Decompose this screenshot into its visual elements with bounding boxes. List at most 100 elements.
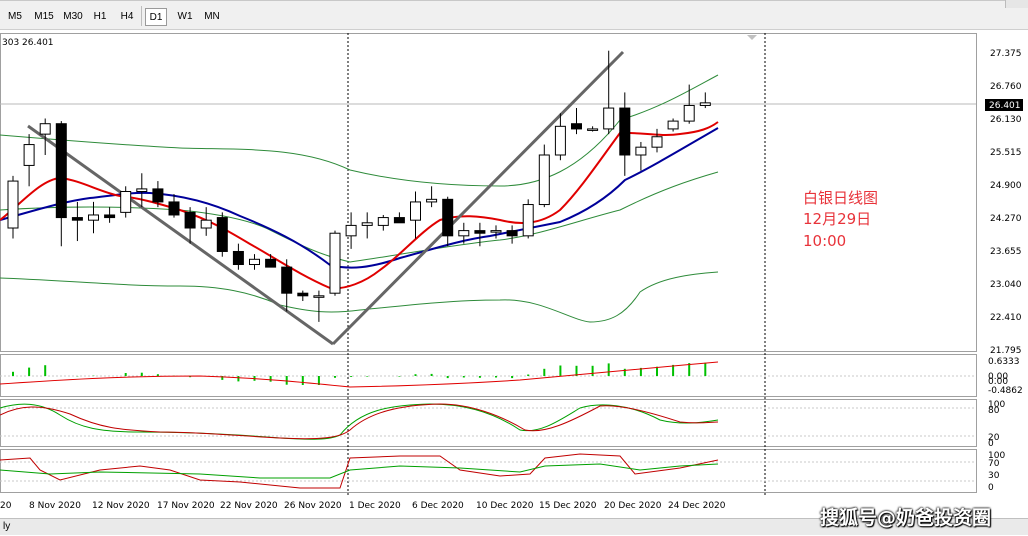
indicator2-panel-border: [0, 399, 977, 447]
candle-bull[interactable]: [587, 128, 599, 131]
candle-bear[interactable]: [393, 217, 405, 224]
annotation-date: 12月29日: [803, 210, 871, 228]
candle-bull[interactable]: [635, 146, 647, 156]
candle-bear[interactable]: [232, 250, 244, 266]
tf-button-h4[interactable]: H4: [120, 11, 134, 22]
current-price-tag: [985, 99, 1023, 111]
bottom-tab[interactable]: ly: [3, 521, 11, 532]
indicator3-axis-label: 100: [988, 451, 1005, 461]
candle-bear[interactable]: [571, 123, 582, 130]
chart-shift-marker[interactable]: [747, 35, 757, 40]
main-panel-border: [0, 33, 977, 352]
toolbar-top-border: [0, 0, 1028, 1]
indicator3-signal: [0, 463, 719, 479]
price-axis-label: 21.795: [990, 346, 1022, 356]
indicator2-main: [0, 403, 719, 440]
candle-bull[interactable]: [7, 180, 19, 229]
tf-button-mn[interactable]: MN: [204, 11, 220, 22]
candle-bull[interactable]: [683, 104, 695, 122]
candle-bull[interactable]: [522, 204, 534, 237]
candle-bear[interactable]: [152, 188, 164, 203]
date-axis-label: 20: [0, 501, 12, 511]
price-axis-label: 26.760: [990, 82, 1022, 92]
trendline-up[interactable]: [331, 50, 625, 346]
tf-button-h1[interactable]: H1: [93, 11, 107, 22]
tf-button-m5[interactable]: M5: [8, 11, 22, 22]
price-axis-label: 25.515: [990, 148, 1022, 158]
candle-bear[interactable]: [506, 230, 518, 237]
candle-bear[interactable]: [168, 201, 180, 216]
annotation-time: 10:00: [803, 232, 846, 250]
indicator2-axis-label: 20: [988, 433, 1000, 443]
date-axis-label: 6 Dec 2020: [412, 501, 464, 511]
candles-group: [7, 50, 711, 322]
indicator3-panel-border: [0, 449, 977, 493]
candle-bull[interactable]: [410, 201, 421, 221]
candle-bull[interactable]: [120, 191, 132, 213]
candle-bull[interactable]: [88, 214, 99, 221]
candle-bull[interactable]: [603, 107, 615, 130]
moving-average-fast: [0, 121, 719, 290]
date-axis-label: 12 Nov 2020: [92, 501, 150, 511]
candle-bull[interactable]: [651, 136, 663, 148]
bollinger-middle: [0, 171, 719, 263]
indicator2-axis-label: 100: [988, 400, 1005, 410]
price-axis-label: 24.900: [990, 181, 1022, 191]
candle-bull[interactable]: [699, 102, 711, 106]
tf-button-w1[interactable]: W1: [177, 11, 193, 22]
price-axis-label: 26.130: [990, 115, 1022, 125]
candle-bear[interactable]: [55, 123, 67, 219]
candle-bear[interactable]: [216, 217, 228, 252]
date-axis-label: 17 Nov 2020: [157, 501, 215, 511]
candle-bear[interactable]: [281, 266, 293, 294]
candle-bull[interactable]: [554, 125, 566, 156]
timeframe-toolbar: M5 M15 M30 H1 H4 D1 W1 MN: [0, 0, 1028, 30]
candle-bull[interactable]: [361, 222, 373, 226]
current-price-label: 26.401: [989, 101, 1021, 111]
date-axis-label: 24 Dec 2020: [668, 501, 726, 511]
date-axis-label: 15 Dec 2020: [539, 501, 597, 511]
candle-bull[interactable]: [490, 230, 502, 233]
candle-bear[interactable]: [265, 258, 277, 268]
indicator1-axis-label: 0.00: [988, 372, 1008, 382]
candle-bull[interactable]: [249, 258, 260, 266]
candle-bull[interactable]: [39, 123, 51, 135]
tf-button-m15[interactable]: M15: [34, 11, 54, 22]
price-info-label: 303 26.401: [2, 38, 54, 48]
candle-bear[interactable]: [619, 107, 631, 156]
moving-average-slow: [0, 127, 719, 269]
candle-bull[interactable]: [667, 120, 679, 130]
indicator2-signal: [0, 403, 719, 440]
candle-bull[interactable]: [136, 188, 148, 193]
candle-bear[interactable]: [297, 292, 309, 297]
indicator1-axis-label: 0.00: [988, 377, 1008, 387]
candle-bull[interactable]: [377, 217, 389, 226]
candle-bull[interactable]: [23, 144, 35, 166]
candle-bear[interactable]: [184, 211, 196, 229]
candle-bull[interactable]: [313, 295, 325, 298]
indicator3-axis-label: 70: [988, 459, 1000, 469]
price-chart[interactable]: 27.375 26.760 26.401 26.130 25.515 24.90…: [0, 30, 1028, 518]
price-axis-label: 24.270: [990, 214, 1022, 224]
price-axis-label: 22.410: [990, 313, 1022, 323]
candle-bull[interactable]: [458, 230, 470, 237]
candle-bear[interactable]: [474, 230, 486, 234]
candle-bull[interactable]: [200, 219, 212, 229]
candle-bull[interactable]: [329, 232, 341, 294]
date-axis-label: 26 Nov 2020: [284, 501, 342, 511]
indicator2-axis-label: 0: [988, 439, 994, 449]
price-axis-label: 27.375: [990, 49, 1022, 59]
watermark: 搜狐号@奶爸投资圈: [820, 507, 992, 529]
tf-button-d1[interactable]: D1: [145, 8, 167, 26]
candle-bear[interactable]: [104, 214, 116, 219]
candle-bull[interactable]: [426, 198, 438, 203]
indicator1-histogram: [12, 362, 707, 385]
date-axis-label: 20 Dec 2020: [604, 501, 662, 511]
toolbar-separator: [141, 6, 142, 26]
candle-bull[interactable]: [538, 154, 550, 206]
candle-bear[interactable]: [71, 217, 83, 221]
candle-bear[interactable]: [442, 198, 454, 237]
candle-bull[interactable]: [345, 224, 357, 237]
trendline-down[interactable]: [27, 124, 334, 346]
tf-button-m30[interactable]: M30: [63, 11, 83, 22]
